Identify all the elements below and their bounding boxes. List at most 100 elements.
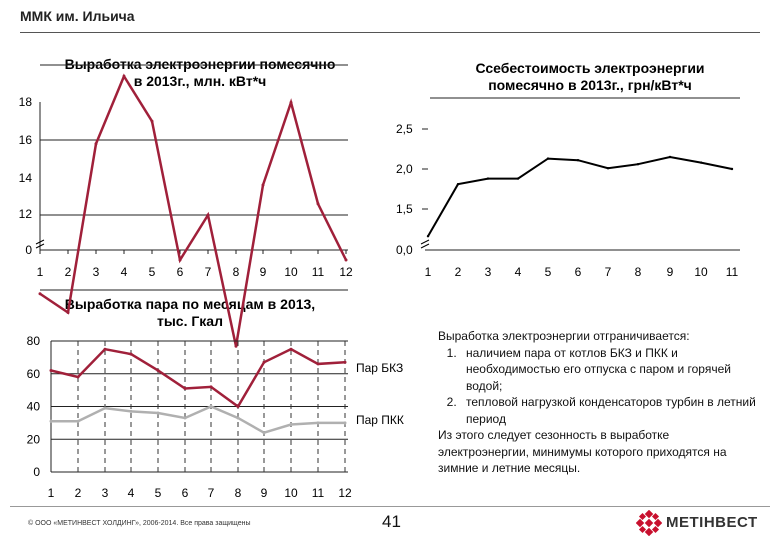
data-point (516, 177, 520, 180)
steam-output-title-line2: тыс. Гкал (156, 313, 223, 329)
steam-output-title-line1: Выработка пара по месяцам в 2013, (64, 296, 316, 312)
data-point (486, 177, 490, 180)
x-tick-label: 12 (338, 486, 352, 500)
data-point (150, 119, 154, 123)
y-tick-label: 12 (19, 207, 33, 221)
data-point (546, 157, 550, 160)
footer-divider (10, 506, 770, 507)
y-tick-label: 80 (27, 334, 41, 348)
data-point (129, 352, 133, 356)
data-point (234, 344, 238, 348)
page-number: 41 (382, 512, 401, 531)
y-tick-label: 40 (27, 400, 41, 414)
x-tick-label: 6 (575, 265, 582, 279)
data-point (236, 416, 240, 420)
data-point (344, 258, 348, 262)
copyright-text: © ООО «МЕТИНВЕСТ ХОЛДИНГ», 2006-2014. Вс… (28, 520, 251, 527)
x-tick-label: 7 (605, 265, 612, 279)
data-point (606, 167, 610, 170)
data-point (183, 416, 187, 420)
data-point (316, 421, 320, 425)
x-tick-label: 1 (48, 486, 55, 500)
x-tick-label: 6 (182, 486, 189, 500)
power-output-series-line (39, 73, 348, 347)
power-cost-chart: 0,0 1,5 2,0 2,5 1 2 3 4 5 6 7 8 9 10 11 (396, 97, 740, 279)
logo-icon (636, 510, 662, 536)
data-point (262, 360, 266, 364)
x-tick-label: 11 (312, 265, 325, 279)
notes-list: наличием пара от котлов БКЗ и ПКК и необ… (438, 345, 763, 428)
data-point (316, 362, 320, 366)
data-point (426, 235, 430, 238)
x-tick-label: 4 (515, 265, 522, 279)
data-point (38, 292, 42, 296)
power-cost-title-line1: Ссебестоимость электроэнергии (475, 60, 705, 76)
x-tick-label: 10 (284, 265, 298, 279)
x-tick-label: 2 (65, 265, 72, 279)
axis-break-mark (420, 243, 430, 249)
data-point (316, 202, 320, 206)
data-point (94, 142, 98, 146)
y-tick-label: 0 (25, 243, 32, 257)
data-point (103, 406, 107, 410)
data-point (343, 360, 347, 364)
x-tick-label: 1 (37, 265, 44, 279)
data-point (289, 347, 293, 351)
x-tick-label: 3 (102, 486, 109, 500)
data-point (699, 161, 703, 164)
data-point (183, 386, 187, 390)
data-point (103, 347, 107, 351)
logo-text: МЕТІНВЕСТ (666, 514, 758, 531)
data-point (49, 368, 53, 372)
x-tick-label: 7 (208, 486, 215, 500)
axis-break-mark (35, 239, 45, 245)
data-point (76, 419, 80, 423)
x-tick-label: 6 (177, 265, 184, 279)
axis-break-mark (420, 239, 430, 245)
notes-item: наличием пара от котлов БКЗ и ПКК и необ… (460, 345, 763, 395)
x-tick-label: 2 (75, 486, 82, 500)
y-tick-label: 2,5 (396, 122, 413, 136)
x-tick-label: 5 (545, 265, 552, 279)
data-point (156, 368, 160, 372)
data-point (49, 419, 53, 423)
notes-conclusion: Из этого следует сезонность в выработке … (438, 428, 727, 475)
x-tick-label: 10 (284, 486, 298, 500)
x-tick-label: 11 (312, 486, 325, 500)
header-divider (20, 32, 760, 33)
steam-series-line (51, 405, 345, 435)
data-point (178, 258, 182, 262)
x-tick-label: 5 (155, 486, 162, 500)
data-point (206, 213, 210, 217)
data-point (209, 405, 213, 408)
x-tick-label: 5 (149, 265, 156, 279)
axis-break-mark (35, 243, 45, 249)
y-tick-label: 0,0 (396, 243, 413, 257)
legend-label-pkk: Пар ПКК (356, 413, 404, 427)
x-tick-label: 3 (93, 265, 100, 279)
steam-series-line (50, 347, 346, 409)
x-tick-label: 10 (694, 265, 708, 279)
x-tick-label: 4 (128, 486, 135, 500)
data-point (262, 431, 266, 435)
x-tick-label: 12 (339, 265, 353, 279)
data-point (156, 411, 160, 415)
data-point (289, 101, 293, 104)
power-output-title-line2: в 2013г., млн. кВт*ч (133, 73, 267, 89)
data-point (76, 375, 80, 379)
power-cost-series-line (427, 155, 733, 237)
y-tick-label: 0 (33, 465, 40, 479)
x-tick-label: 8 (235, 486, 242, 500)
legend-label-bkz: Пар БКЗ (356, 361, 403, 375)
steam-output-chart-title: Выработка пара по месяцам в 2013, тыс. Г… (30, 296, 350, 330)
data-point (261, 183, 265, 187)
notes-item: тепловой нагрузкой конденсаторов турбин … (460, 394, 763, 427)
data-point (122, 74, 126, 78)
y-tick-label: 60 (27, 367, 41, 381)
data-point (343, 421, 347, 425)
x-tick-label: 11 (726, 265, 739, 279)
page-title: ММК им. Ильича (20, 8, 135, 24)
x-tick-label: 8 (233, 265, 240, 279)
power-output-chart-title: Выработка электроэнергии помесячно в 201… (30, 56, 370, 90)
